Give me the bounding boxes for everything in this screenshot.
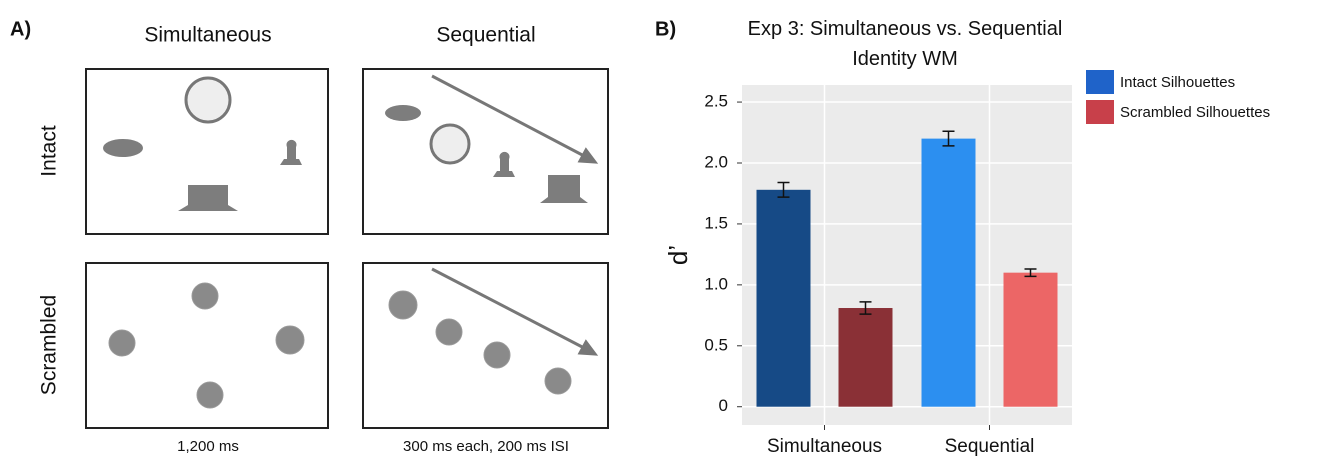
x-tick-label: Sequential (945, 436, 1035, 457)
chart-title: Exp 3: Simultaneous vs. Sequential Ident… (747, 18, 1063, 70)
legend-label: Scrambled Silhouettes (1120, 104, 1270, 121)
bar (756, 189, 811, 407)
y-tick-label: 1.0 (704, 274, 728, 293)
y-tick-label: 1.5 (704, 213, 728, 232)
x-tick-label: Simultaneous (767, 436, 882, 457)
legend-swatch (1086, 70, 1114, 94)
sequence-arrows (431, 74, 599, 356)
column-title: Simultaneous (144, 24, 271, 47)
stimulus-frames (85, 68, 609, 429)
legend-label: Intact Silhouettes (1120, 74, 1235, 91)
y-axis-label: d’ (663, 245, 693, 265)
error-bar (777, 181, 790, 198)
row-label: Intact (38, 125, 61, 177)
panel-label: B) (655, 18, 676, 40)
error-bar (1024, 268, 1037, 278)
y-tick-label: 0.5 (704, 335, 728, 354)
silhouettes (103, 76, 588, 409)
y-tick-label: 2.0 (704, 152, 728, 171)
bar (838, 308, 893, 407)
error-bar (942, 130, 955, 147)
row-label: Scrambled (38, 295, 61, 395)
column-title: Sequential (436, 24, 535, 47)
y-tick-label: 0 (719, 396, 728, 415)
panel-label: A) (10, 18, 31, 40)
error-bar (859, 301, 872, 315)
legend-swatch (1086, 100, 1114, 124)
caption: 300 ms each, 200 ms ISI (403, 438, 569, 455)
caption: 1,200 ms (177, 438, 239, 455)
bar (921, 138, 976, 407)
bar (1003, 272, 1058, 407)
y-tick-label: 2.5 (704, 92, 728, 111)
